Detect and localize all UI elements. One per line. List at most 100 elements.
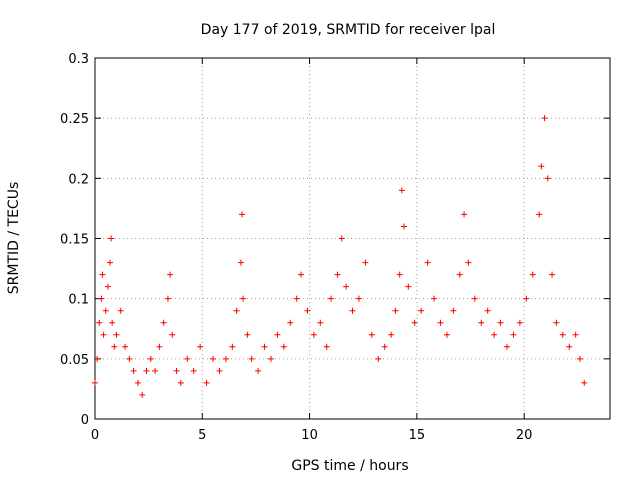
data-point <box>96 319 103 326</box>
data-point <box>323 343 330 350</box>
y-tick-label: 0.3 <box>68 52 89 67</box>
data-point <box>197 343 204 350</box>
data-point <box>456 271 463 278</box>
data-point <box>156 343 163 350</box>
data-point <box>147 355 154 362</box>
data-point <box>203 379 210 386</box>
data-point <box>572 331 579 338</box>
data-point <box>388 331 395 338</box>
data-point <box>244 331 251 338</box>
data-point <box>177 379 184 386</box>
y-tick-label: 0.2 <box>68 172 89 187</box>
data-point <box>222 355 229 362</box>
data-point <box>437 319 444 326</box>
data-point <box>510 331 517 338</box>
data-point <box>190 367 197 374</box>
data-point <box>334 271 341 278</box>
data-point <box>349 307 356 314</box>
data-point <box>139 391 146 398</box>
data-point <box>544 175 551 182</box>
data-point <box>274 331 281 338</box>
data-point <box>576 355 583 362</box>
data-point <box>523 295 530 302</box>
y-tick-label: 0 <box>81 413 89 428</box>
data-point <box>100 331 107 338</box>
data-point <box>102 307 109 314</box>
chart-title: Day 177 of 2019, SRMTID for receiver lpa… <box>201 22 496 38</box>
data-point <box>237 259 244 266</box>
x-tick-label: 15 <box>409 428 426 443</box>
data-point <box>160 319 167 326</box>
data-point <box>396 271 403 278</box>
data-point <box>130 367 137 374</box>
data-point <box>238 211 245 218</box>
data-point <box>104 283 111 290</box>
y-tick-label: 0.1 <box>68 293 89 308</box>
data-point <box>233 307 240 314</box>
data-point <box>248 355 255 362</box>
data-point <box>418 307 425 314</box>
data-point <box>431 295 438 302</box>
data-point <box>465 259 472 266</box>
data-point <box>98 295 105 302</box>
data-point <box>375 355 382 362</box>
data-point <box>111 343 118 350</box>
data-point <box>566 343 573 350</box>
data-point <box>229 343 236 350</box>
data-point <box>126 355 133 362</box>
data-point <box>504 343 510 350</box>
data-point <box>107 259 114 266</box>
data-point <box>443 331 450 338</box>
data-point <box>134 379 141 386</box>
data-point <box>491 331 498 338</box>
data-point <box>117 307 124 314</box>
data-point <box>538 163 545 170</box>
data-point <box>424 259 431 266</box>
data-point <box>484 307 491 314</box>
data-point <box>516 319 523 326</box>
data-point <box>92 379 98 386</box>
data-point <box>581 379 588 386</box>
data-point <box>559 331 566 338</box>
data-point <box>152 367 159 374</box>
data-point <box>210 355 217 362</box>
data-point <box>261 343 268 350</box>
data-point <box>255 367 262 374</box>
data-point <box>169 331 176 338</box>
tick-layer: 0 5 10 15 20 0 0.05 0.1 0.15 0.2 0.25 0.3 <box>60 52 610 443</box>
data-point <box>317 319 324 326</box>
data-point <box>143 367 150 374</box>
data-point <box>405 283 412 290</box>
data-point <box>392 307 399 314</box>
grid-layer <box>95 58 610 419</box>
data-point <box>167 271 174 278</box>
data-point <box>240 295 247 302</box>
data-point <box>267 355 274 362</box>
data-point <box>343 283 350 290</box>
data-point <box>478 319 485 326</box>
data-point <box>450 307 457 314</box>
data-point <box>99 271 106 278</box>
data-point <box>109 319 116 326</box>
data-point <box>461 211 468 218</box>
data-point <box>293 295 300 302</box>
y-tick-label: 0.05 <box>60 353 89 368</box>
data-point <box>122 343 129 350</box>
data-point <box>287 319 294 326</box>
x-tick-label: 10 <box>301 428 318 443</box>
data-point <box>304 307 311 314</box>
data-point <box>553 319 560 326</box>
plot-frame <box>94 57 611 420</box>
data-point <box>355 295 362 302</box>
data-point <box>184 355 191 362</box>
data-point <box>362 259 369 266</box>
data-point <box>398 187 405 194</box>
data-point <box>368 331 375 338</box>
x-tick-label: 5 <box>198 428 206 443</box>
data-point <box>173 367 180 374</box>
data-point <box>298 271 304 278</box>
data-point <box>411 319 418 326</box>
y-tick-label: 0.15 <box>60 233 89 248</box>
data-point <box>549 271 556 278</box>
